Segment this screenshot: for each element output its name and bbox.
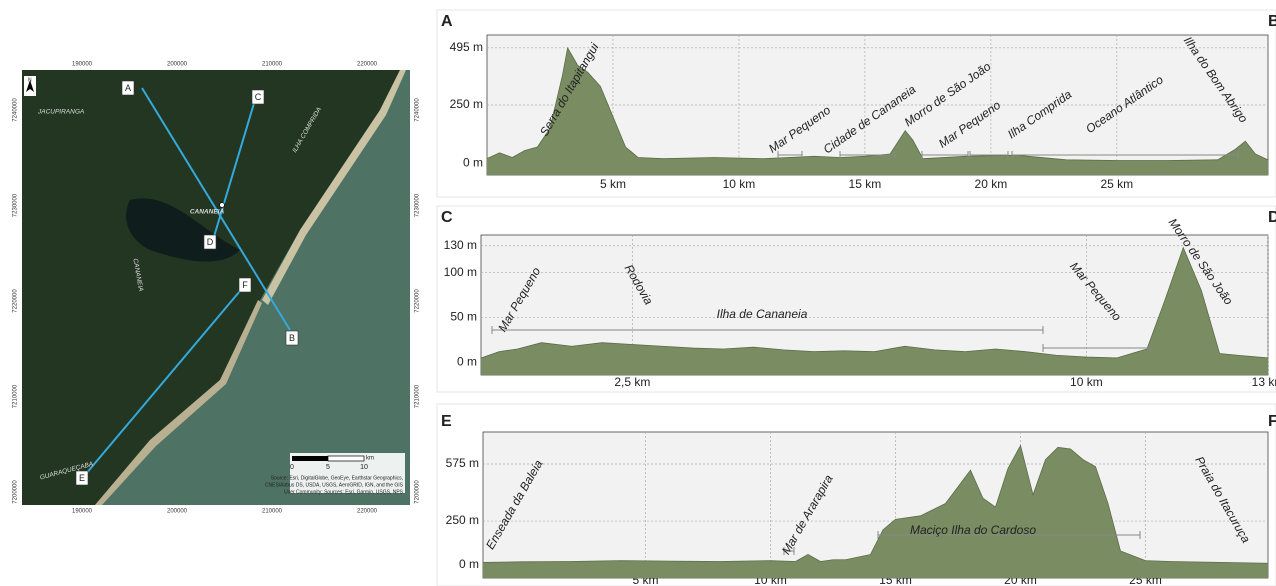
map-tick-label: 220000: [357, 62, 378, 68]
x-tick-label: 15 km: [849, 177, 882, 191]
map-tick-label: 7230000: [415, 193, 421, 217]
map-tick-label: 7200000: [13, 480, 19, 504]
point-label: A: [125, 83, 131, 93]
map-tick-label: 200000: [167, 62, 188, 68]
scale-bar: [292, 456, 328, 461]
map-tick-label: 7220000: [415, 289, 421, 313]
map-tick-label: 7200000: [415, 480, 421, 504]
map-tick-label: 190000: [72, 509, 93, 515]
x-tick-label: 2,5 km: [614, 375, 650, 389]
profile-start-label: C: [441, 209, 453, 226]
x-tick-label: 10 km: [1070, 375, 1103, 389]
place-label: JACUPIRANGA: [37, 109, 84, 116]
x-tick-label: 25 km: [1100, 177, 1133, 191]
y-tick-label: 0 m: [457, 355, 477, 369]
y-tick-label: 50 m: [450, 310, 477, 324]
map-tick-label: 7240000: [415, 98, 421, 122]
point-label: D: [207, 237, 214, 247]
point-label: C: [255, 92, 262, 102]
x-tick-label: 20 km: [975, 177, 1008, 191]
y-tick-label: 495 m: [450, 40, 483, 54]
map-tick-label: 7210000: [415, 384, 421, 408]
y-tick-label: 100 m: [444, 265, 477, 279]
map-tick-label: 7220000: [13, 289, 19, 313]
x-tick-label: 5 km: [600, 177, 626, 191]
point-label: E: [79, 473, 85, 483]
y-tick-label: 0 m: [463, 156, 483, 170]
north-label: N: [28, 77, 32, 83]
scale-bar: [328, 456, 364, 461]
profile-end-label: D: [1268, 209, 1276, 226]
y-tick-label: 250 m: [450, 97, 483, 111]
x-tick-label: 13 km: [1252, 375, 1276, 389]
scale-label: 5: [326, 464, 330, 471]
map-tick-label: 220000: [357, 509, 378, 515]
map-tick-label: 210000: [262, 509, 283, 515]
profile-end-label: F: [1268, 413, 1276, 430]
scale-label: 10: [360, 464, 368, 471]
source-text: User Community; Sources: Esri, Garmin, U…: [284, 489, 404, 495]
scale-label: 0: [290, 464, 294, 471]
source-text: CNES/Airbus DS, USDA, USGS, AeroGRID, IG…: [265, 482, 404, 488]
profile-start-label: A: [441, 13, 453, 30]
point-label: F: [242, 280, 248, 290]
annotation: Ilha de Cananeia: [717, 307, 808, 321]
y-tick-label: 130 m: [444, 238, 477, 252]
point-label: B: [289, 333, 295, 343]
figure: N 190000 190000 200000 200000 210000 210000 22…: [0, 0, 1276, 586]
scale-unit: km: [366, 456, 374, 462]
map-tick-label: 7240000: [13, 98, 19, 122]
y-tick-label: 250 m: [446, 513, 479, 527]
map-tick-label: 210000: [262, 62, 283, 68]
x-tick-label: 10 km: [723, 177, 756, 191]
map: N: [22, 70, 410, 505]
map-tick-label: 7230000: [13, 193, 19, 217]
y-tick-label: 575 m: [446, 456, 479, 470]
annotation: Maciço Ilha do Cardoso: [910, 523, 1036, 537]
map-tick-label: 190000: [72, 62, 93, 68]
source-text: Source: Esri, DigitalGlobe, GeoEye, Eart…: [271, 475, 403, 481]
profile-start-label: E: [441, 413, 452, 430]
map-tick-label: 7210000: [13, 384, 19, 408]
place-label: CANANEIA: [190, 209, 225, 216]
y-tick-label: 0 m: [459, 557, 479, 571]
map-tick-label: 200000: [167, 509, 188, 515]
profile-end-label: B: [1268, 13, 1276, 30]
city-marker: [220, 203, 225, 208]
